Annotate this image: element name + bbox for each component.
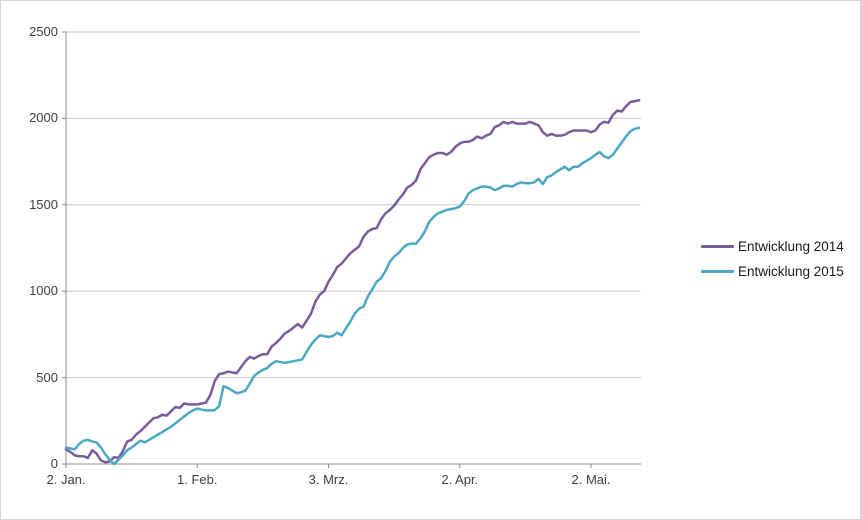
y-axis-label-500: 500: [36, 369, 58, 385]
legend-item-2015: Entwicklung 2015: [701, 264, 844, 279]
y-axis-label-0: 0: [50, 456, 58, 471]
y-axis-label-1500: 1500: [29, 196, 58, 212]
axes-group: [62, 31, 641, 468]
y-axis-label-2000: 2000: [29, 110, 58, 126]
series-lines-group: [64, 99, 641, 466]
x-axis-label-2: 3. Mrz.: [308, 472, 349, 487]
x-axis-label-0: 2. Jan.: [46, 472, 86, 487]
y-axis-label-2500: 2500: [29, 24, 58, 39]
gridlines-group: [66, 31, 641, 379]
legend-label-2015: Entwicklung 2015: [738, 264, 844, 279]
series-line-entwicklung-2014: [64, 99, 641, 464]
legend-label-2014: Entwicklung 2014: [738, 239, 844, 254]
legend-line-swatch-2014-icon: [701, 245, 734, 248]
legend: Entwicklung 2014 Entwicklung 2015: [701, 239, 844, 279]
x-axis-label-3: 2. Apr.: [441, 472, 479, 487]
x-axis-label-1: 1. Feb.: [177, 472, 218, 487]
legend-line-swatch-2015-icon: [701, 270, 734, 273]
series-line-entwicklung-2015: [64, 126, 641, 466]
x-axis-label-4: 2. Mai.: [571, 472, 611, 487]
legend-item-2014: Entwicklung 2014: [701, 239, 844, 254]
y-axis-label-1000: 1000: [29, 283, 58, 299]
